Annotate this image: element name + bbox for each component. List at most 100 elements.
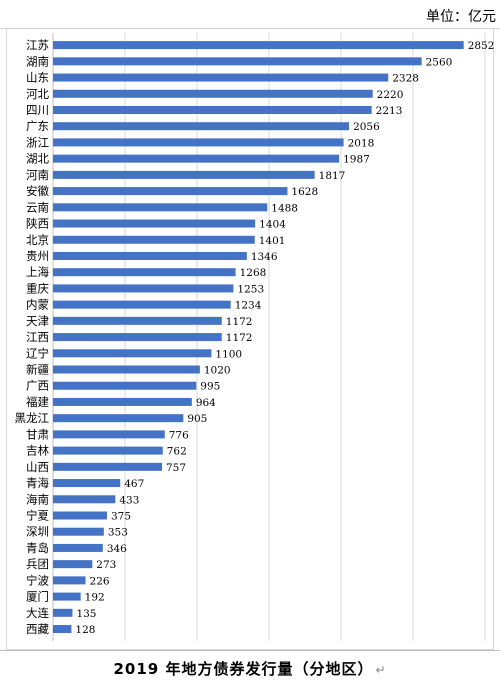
bar xyxy=(53,462,163,471)
category-label: 江苏 xyxy=(26,38,49,52)
data-label: 128 xyxy=(75,624,95,636)
category-label: 河北 xyxy=(26,87,49,101)
bar xyxy=(53,543,103,552)
data-label: 905 xyxy=(187,413,207,425)
data-label: 757 xyxy=(166,462,186,474)
bar xyxy=(53,576,86,585)
bar xyxy=(53,203,268,212)
data-label: 776 xyxy=(169,429,189,441)
category-label: 新疆 xyxy=(26,363,49,377)
bar xyxy=(53,397,192,406)
bar xyxy=(53,625,72,634)
data-label: 995 xyxy=(200,381,220,393)
category-label: 吉林 xyxy=(26,444,49,458)
bar xyxy=(53,430,165,439)
data-label: 433 xyxy=(119,494,139,506)
chart-frame: 江苏 2852 湖南 2560 山东 2328 河北 2220 四川 2213 广东 2056 浙江 20… xyxy=(6,29,494,650)
category-label: 浙江 xyxy=(26,135,49,149)
data-label: 467 xyxy=(124,478,144,490)
category-label: 云南 xyxy=(26,200,49,214)
data-label: 1987 xyxy=(343,154,370,166)
data-label: 1020 xyxy=(204,365,231,377)
bar xyxy=(53,251,247,260)
category-label: 江西 xyxy=(26,330,49,344)
data-label: 2328 xyxy=(392,73,419,85)
data-label: 1268 xyxy=(240,267,267,279)
category-label: 宁夏 xyxy=(26,508,49,522)
bar xyxy=(53,187,288,196)
category-label: 陕西 xyxy=(26,217,49,231)
category-label: 上海 xyxy=(26,265,49,279)
data-label: 2852 xyxy=(468,40,495,52)
category-label: 福建 xyxy=(26,395,49,409)
category-label: 黑龙江 xyxy=(15,411,50,425)
category-label: 辽宁 xyxy=(26,346,49,360)
data-label: 375 xyxy=(111,510,131,522)
data-label: 192 xyxy=(85,592,105,604)
category-label: 广东 xyxy=(26,119,49,133)
category-label: 西藏 xyxy=(26,622,49,636)
bar xyxy=(53,300,231,309)
data-label: 226 xyxy=(90,575,110,587)
category-label: 广西 xyxy=(26,379,49,393)
data-label: 353 xyxy=(108,527,128,539)
data-label: 2560 xyxy=(426,56,453,68)
unit-label: 单位：亿元 xyxy=(426,9,496,25)
category-label: 深圳 xyxy=(26,525,49,539)
data-label: 1234 xyxy=(235,300,262,312)
category-label: 贵州 xyxy=(26,249,49,263)
bar xyxy=(53,414,184,423)
category-label: 厦门 xyxy=(26,590,49,604)
category-label: 甘肃 xyxy=(26,427,49,441)
bar xyxy=(53,479,121,488)
category-label: 青海 xyxy=(26,476,49,490)
data-label: 1172 xyxy=(226,316,253,328)
unit-divider xyxy=(0,28,500,29)
data-label: 2056 xyxy=(353,121,380,133)
data-label: 135 xyxy=(76,608,96,620)
data-label: 1346 xyxy=(251,251,278,263)
bar xyxy=(53,41,464,50)
category-label: 河南 xyxy=(26,168,49,182)
bar xyxy=(53,57,422,66)
data-label: 1253 xyxy=(237,283,264,295)
bar xyxy=(53,511,107,520)
data-label: 1488 xyxy=(271,202,298,214)
category-label: 四川 xyxy=(26,103,49,117)
bar xyxy=(53,89,373,98)
category-label: 大连 xyxy=(26,606,49,620)
bar xyxy=(53,495,116,504)
data-label: 1404 xyxy=(259,219,286,231)
bar xyxy=(53,73,389,82)
data-label: 1817 xyxy=(319,170,346,182)
data-label: 2018 xyxy=(348,137,375,149)
bar xyxy=(53,560,93,569)
data-label: 1172 xyxy=(226,332,253,344)
bar xyxy=(53,105,372,114)
bar xyxy=(53,154,340,163)
category-label: 青岛 xyxy=(26,541,49,555)
category-label: 重庆 xyxy=(26,281,49,295)
category-label: 安徽 xyxy=(26,184,49,198)
category-label: 海南 xyxy=(26,492,49,506)
category-label: 湖南 xyxy=(26,54,49,68)
data-label: 762 xyxy=(167,446,187,458)
paragraph-mark: ↵ xyxy=(375,663,387,677)
bar xyxy=(53,333,222,342)
bar xyxy=(53,268,236,277)
chart-caption: 2019 年地方债券发行量（分地区） ↵ xyxy=(0,658,500,679)
bar xyxy=(53,365,200,374)
data-label: 2220 xyxy=(377,89,404,101)
bar xyxy=(53,381,197,390)
category-label: 宁波 xyxy=(26,573,49,587)
bar xyxy=(53,235,255,244)
bar xyxy=(53,349,212,358)
bar xyxy=(53,316,222,325)
data-label: 964 xyxy=(196,397,216,409)
bar xyxy=(53,170,315,179)
data-label: 1628 xyxy=(291,186,318,198)
data-label: 1401 xyxy=(259,235,286,247)
category-label: 内蒙 xyxy=(26,298,49,312)
caption-text: 2019 年地方债券发行量（分地区） xyxy=(113,660,374,678)
category-label: 山东 xyxy=(26,71,49,85)
